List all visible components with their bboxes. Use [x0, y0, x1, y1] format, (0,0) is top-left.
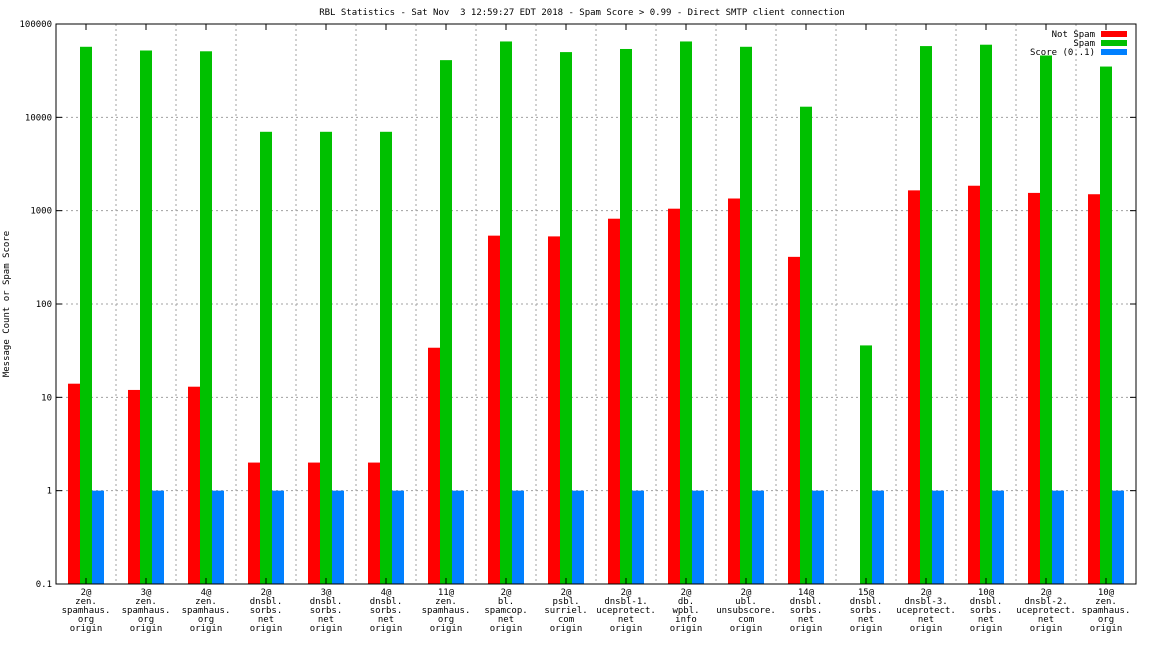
x-tick-label: 2@ dnsbl-3. uceprotect. net origin — [896, 588, 956, 634]
x-tick-label: 10@ dnsbl. sorbs. net origin — [970, 588, 1003, 634]
bar-score-0-1 — [932, 490, 944, 584]
legend-swatch — [1101, 40, 1127, 46]
bar-score-0-1 — [752, 490, 764, 584]
x-tick-label: 2@ ubl. unsubscore. com origin — [716, 588, 776, 634]
x-tick-label: 10@ zen. spamhaus. org origin — [1082, 588, 1131, 634]
bar-not-spam — [668, 208, 680, 584]
legend-label: Not Spam — [1052, 30, 1095, 40]
bar-score-0-1 — [512, 490, 524, 584]
legend-label: Spam — [1073, 39, 1095, 49]
bar-score-0-1 — [212, 490, 224, 584]
y-tick-label: 1 — [47, 487, 52, 497]
legend-label: Score (0..1) — [1030, 48, 1095, 58]
bars-layer — [68, 41, 1124, 585]
bar-spam — [260, 131, 272, 585]
chart-title: RBL Statistics - Sat Nov 3 12:59:27 EDT … — [319, 8, 845, 18]
x-tick-label: 4@ zen. spamhaus. org origin — [182, 588, 231, 634]
bar-spam — [920, 46, 932, 584]
x-tick-label: 2@ dnsbl-2. uceprotect. net origin — [1016, 588, 1076, 634]
x-tick-label: 11@ zen. spamhaus. org origin — [422, 588, 471, 634]
bar-score-0-1 — [1052, 490, 1064, 584]
bar-spam — [140, 50, 152, 585]
bar-score-0-1 — [152, 490, 164, 584]
bar-score-0-1 — [632, 490, 644, 584]
bar-not-spam — [728, 198, 740, 584]
bar-not-spam — [488, 235, 500, 584]
x-tick-label: 14@ dnsbl. sorbs. net origin — [790, 588, 823, 634]
x-tick-label: 3@ dnsbl. sorbs. net origin — [310, 588, 343, 634]
bar-not-spam — [1028, 192, 1040, 584]
x-tick-label: 2@ dnsbl. sorbs. net origin — [250, 588, 283, 634]
x-tick-label: 2@ psbl. surriel. com origin — [544, 588, 587, 634]
bar-not-spam — [1088, 194, 1100, 584]
bar-spam — [860, 345, 872, 584]
bar-spam — [500, 41, 512, 584]
x-tick-label: 4@ dnsbl. sorbs. net origin — [370, 588, 403, 634]
y-axis-title: Message Count or Spam Score — [2, 231, 12, 377]
bar-spam — [80, 46, 92, 584]
bar-score-0-1 — [872, 490, 884, 584]
x-tick-label: 2@ dnsbl-1. uceprotect. net origin — [596, 588, 656, 634]
x-tick-label: 2@ db. wpbl. info origin — [670, 588, 703, 634]
plot-border — [55, 23, 1137, 585]
x-tick-label: 2@ zen. spamhaus. org origin — [62, 588, 111, 634]
legend-swatch — [1101, 31, 1127, 37]
x-tick-label: 3@ zen. spamhaus. org origin — [122, 588, 171, 634]
bar-score-0-1 — [572, 490, 584, 584]
bar-score-0-1 — [392, 490, 404, 584]
bar-score-0-1 — [92, 490, 104, 584]
x-tick-label: 2@ bl. spamcop. net origin — [484, 588, 527, 634]
bar-not-spam — [908, 190, 920, 584]
x-tick-label: 15@ dnsbl. sorbs. net origin — [850, 588, 883, 634]
bar-not-spam — [788, 256, 800, 584]
bar-spam — [740, 46, 752, 584]
bar-score-0-1 — [1112, 490, 1124, 584]
bar-spam — [1040, 55, 1052, 584]
bar-score-0-1 — [272, 490, 284, 584]
bar-not-spam — [428, 347, 440, 584]
y-tick-label: 100000 — [19, 20, 52, 30]
legend-swatch — [1101, 49, 1127, 55]
y-tick-label: 0.1 — [36, 580, 52, 590]
bar-spam — [680, 41, 692, 584]
bar-not-spam — [308, 462, 320, 584]
bar-spam — [980, 44, 992, 585]
bar-score-0-1 — [692, 490, 704, 584]
bar-score-0-1 — [332, 490, 344, 584]
bar-spam — [1100, 66, 1112, 584]
bar-not-spam — [608, 218, 620, 585]
bar-score-0-1 — [452, 490, 464, 584]
bar-not-spam — [968, 185, 980, 584]
grid-layer — [56, 24, 1136, 584]
bar-spam — [200, 51, 212, 584]
bar-not-spam — [368, 462, 380, 584]
labels-layer: 0.1 1 10 100 1000 10000 100000 2@ zen. spamhaus. o… — [19, 20, 1130, 634]
bar-spam — [440, 60, 452, 584]
bar-spam — [320, 131, 332, 585]
bar-not-spam — [548, 236, 560, 584]
bar-not-spam — [68, 383, 80, 584]
y-tick-label: 100 — [36, 300, 52, 310]
y-tick-label: 1000 — [30, 207, 52, 217]
bar-score-0-1 — [992, 490, 1004, 584]
y-tick-label: 10000 — [25, 113, 52, 123]
bar-spam — [380, 131, 392, 585]
y-tick-label: 10 — [41, 393, 52, 403]
bar-not-spam — [248, 462, 260, 584]
axis-layer — [55, 23, 1137, 585]
bar-spam — [620, 48, 632, 585]
bar-score-0-1 — [812, 490, 824, 584]
bar-spam — [800, 106, 812, 585]
bar-spam — [560, 52, 572, 585]
bar-not-spam — [128, 389, 140, 584]
bar-not-spam — [188, 386, 200, 584]
